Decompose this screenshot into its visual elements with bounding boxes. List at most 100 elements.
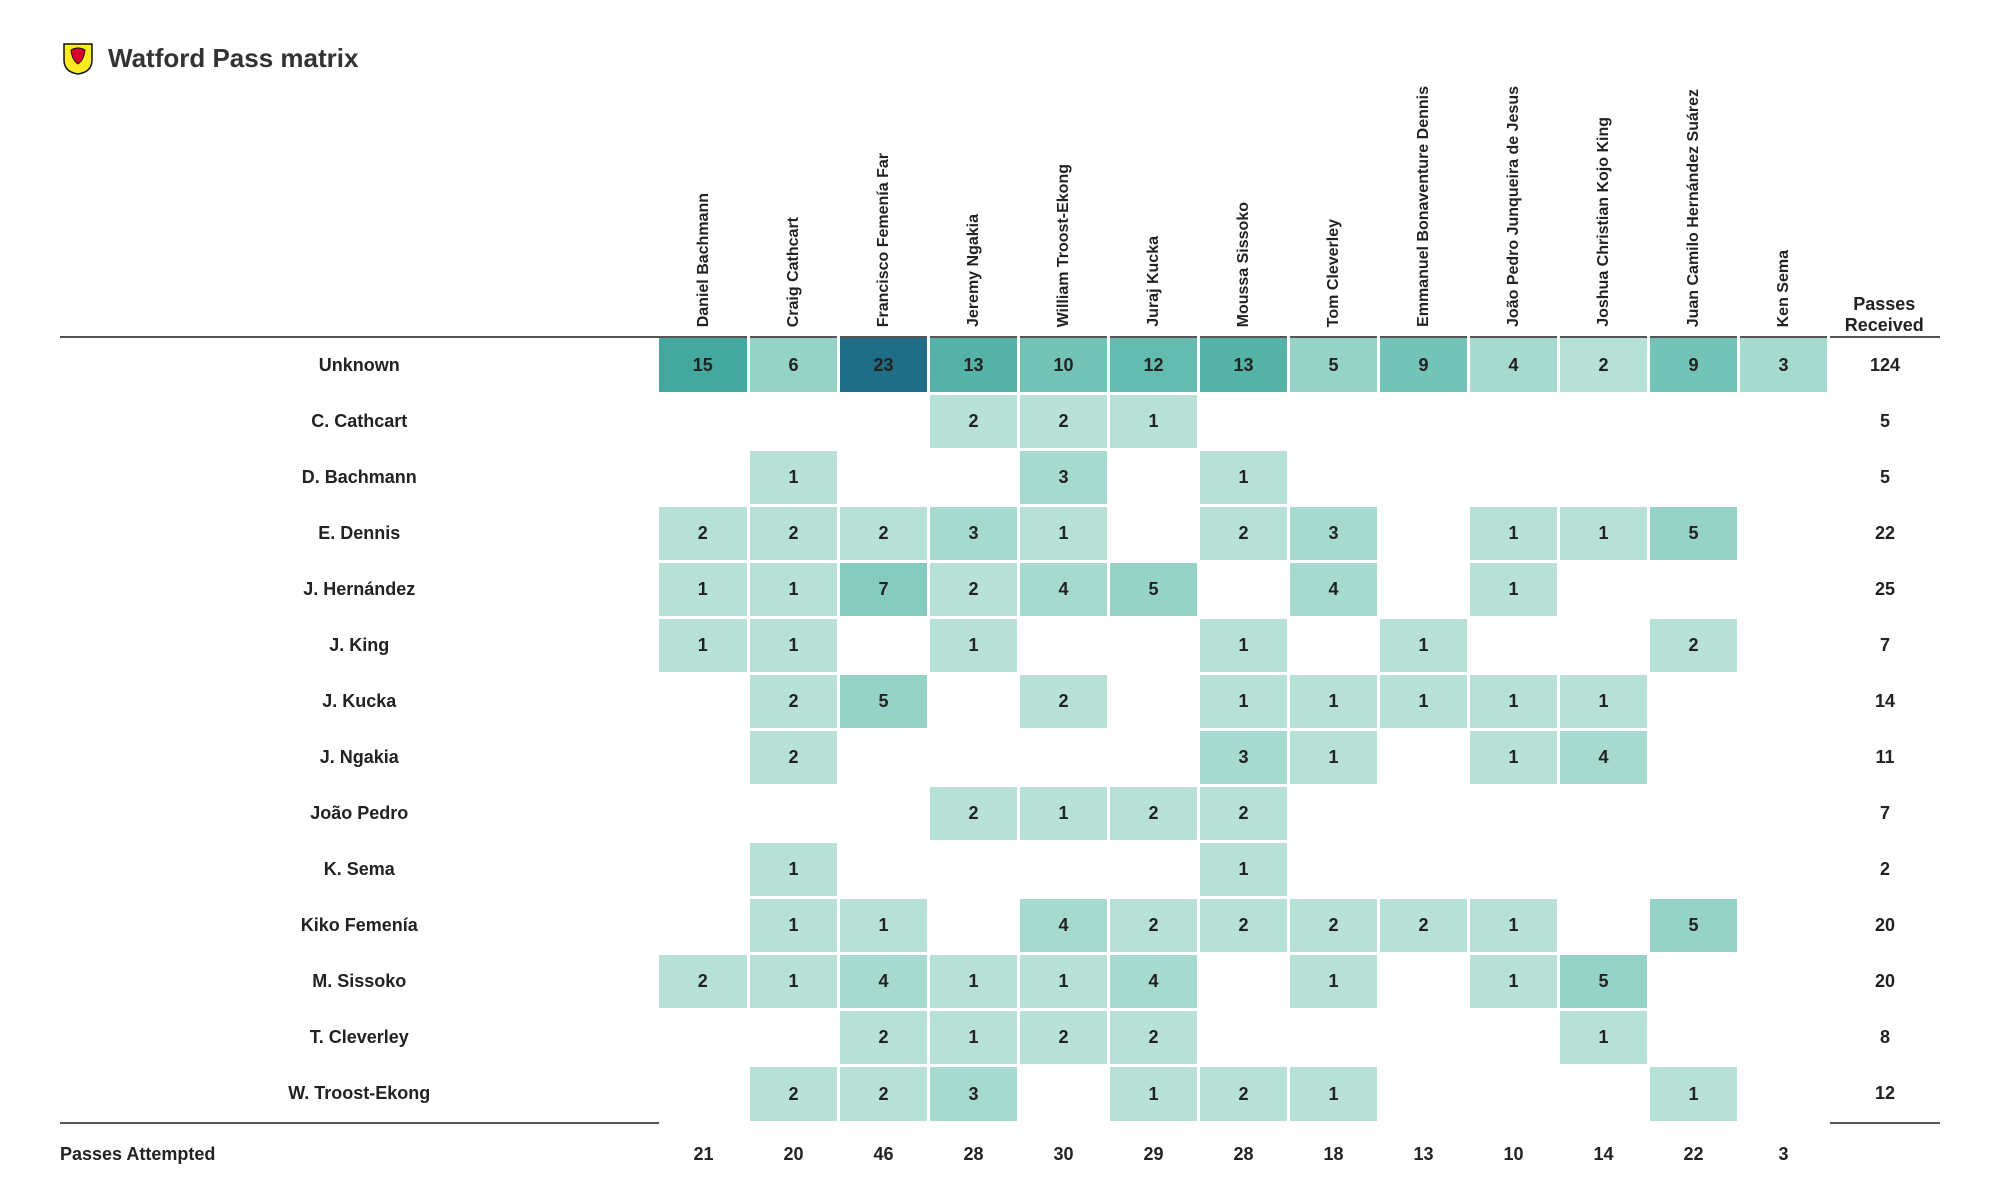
row-header: K. Sema [60, 842, 659, 898]
table-row: J. Ngakia2311411 [60, 730, 1940, 786]
matrix-cell: 3 [1739, 337, 1829, 394]
row-header: W. Troost-Ekong [60, 1066, 659, 1123]
matrix-cell [659, 450, 749, 506]
row-header: M. Sissoko [60, 954, 659, 1010]
matrix-cell [1559, 450, 1649, 506]
matrix-cell [1289, 450, 1379, 506]
matrix-cell [1739, 562, 1829, 618]
matrix-cell [1379, 506, 1469, 562]
matrix-cell: 2 [659, 954, 749, 1010]
matrix-cell: 6 [749, 337, 839, 394]
matrix-cell: 2 [749, 1066, 839, 1123]
column-header-label: Jeremy Ngakia [965, 210, 983, 331]
matrix-cell: 1 [1199, 674, 1289, 730]
matrix-cell: 2 [1109, 1010, 1199, 1066]
matrix-cell [1739, 618, 1829, 674]
matrix-cell: 1 [1469, 730, 1559, 786]
matrix-cell: 1 [1019, 786, 1109, 842]
matrix-cell [1649, 730, 1739, 786]
matrix-cell [1469, 1066, 1559, 1123]
matrix-cell [929, 898, 1019, 954]
column-header-label: Juraj Kucka [1145, 232, 1163, 331]
table-row: João Pedro21227 [60, 786, 1940, 842]
matrix-cell [1469, 1010, 1559, 1066]
column-header: Jeremy Ngakia [929, 82, 1019, 337]
row-total: 20 [1829, 898, 1941, 954]
matrix-cell: 9 [1379, 337, 1469, 394]
team-logo-icon [60, 40, 96, 76]
matrix-cell: 2 [1019, 674, 1109, 730]
column-header: Moussa Sissoko [1199, 82, 1289, 337]
matrix-cell: 9 [1649, 337, 1739, 394]
row-total-header: Passes Received [1829, 82, 1941, 337]
matrix-cell: 2 [1109, 898, 1199, 954]
matrix-cell [1199, 562, 1289, 618]
matrix-cell: 2 [1199, 786, 1289, 842]
row-total: 7 [1829, 618, 1941, 674]
matrix-cell [839, 450, 929, 506]
matrix-cell: 1 [1379, 618, 1469, 674]
table-row: W. Troost-Ekong223121112 [60, 1066, 1940, 1123]
matrix-cell [1379, 730, 1469, 786]
matrix-cell [659, 1010, 749, 1066]
header-corner [60, 82, 659, 337]
row-header: J. King [60, 618, 659, 674]
row-total: 2 [1829, 842, 1941, 898]
matrix-cell: 1 [1289, 730, 1379, 786]
row-header: J. Hernández [60, 562, 659, 618]
row-total: 20 [1829, 954, 1941, 1010]
matrix-cell: 1 [1289, 1066, 1379, 1123]
matrix-cell [659, 898, 749, 954]
matrix-cell: 1 [1019, 954, 1109, 1010]
column-header: Craig Cathcart [749, 82, 839, 337]
matrix-cell: 23 [839, 337, 929, 394]
row-header: J. Ngakia [60, 730, 659, 786]
matrix-cell: 1 [749, 450, 839, 506]
matrix-cell [1559, 394, 1649, 450]
matrix-cell: 4 [1289, 562, 1379, 618]
matrix-cell: 2 [749, 506, 839, 562]
matrix-cell [839, 842, 929, 898]
matrix-cell [1019, 730, 1109, 786]
matrix-cell: 1 [749, 954, 839, 1010]
row-total: 5 [1829, 450, 1941, 506]
matrix-cell: 1 [659, 562, 749, 618]
matrix-cell [1469, 618, 1559, 674]
column-header: Juraj Kucka [1109, 82, 1199, 337]
column-header-label: João Pedro Junqueira de Jesus [1505, 82, 1523, 331]
matrix-cell [1649, 394, 1739, 450]
table-row: D. Bachmann1315 [60, 450, 1940, 506]
matrix-cell [1649, 842, 1739, 898]
matrix-cell: 1 [1109, 1066, 1199, 1123]
matrix-cell: 1 [1469, 506, 1559, 562]
matrix-cell: 2 [659, 506, 749, 562]
matrix-cell: 5 [1109, 562, 1199, 618]
matrix-cell [839, 730, 929, 786]
matrix-cell: 1 [929, 954, 1019, 1010]
matrix-cell [1289, 842, 1379, 898]
matrix-cell: 1 [1289, 954, 1379, 1010]
matrix-cell [1739, 450, 1829, 506]
matrix-cell [659, 730, 749, 786]
table-row: M. Sissoko21411411520 [60, 954, 1940, 1010]
matrix-cell: 3 [929, 1066, 1019, 1123]
column-header: Juan Camilo Hernández Suárez [1649, 82, 1739, 337]
matrix-cell: 2 [1019, 1010, 1109, 1066]
matrix-cell [929, 842, 1019, 898]
matrix-cell [1289, 1010, 1379, 1066]
matrix-cell: 1 [1199, 842, 1289, 898]
row-total: 124 [1829, 337, 1941, 394]
row-header: D. Bachmann [60, 450, 659, 506]
pass-matrix-table: Daniel BachmannCraig CathcartFrancisco F… [60, 82, 1940, 1184]
matrix-cell [1379, 954, 1469, 1010]
matrix-cell: 2 [1559, 337, 1649, 394]
matrix-cell: 2 [839, 1010, 929, 1066]
row-total: 8 [1829, 1010, 1941, 1066]
row-header: João Pedro [60, 786, 659, 842]
matrix-cell: 3 [929, 506, 1019, 562]
matrix-cell: 1 [1469, 674, 1559, 730]
matrix-cell: 5 [1289, 337, 1379, 394]
matrix-cell [1559, 842, 1649, 898]
matrix-cell [1199, 1010, 1289, 1066]
matrix-cell [1379, 842, 1469, 898]
